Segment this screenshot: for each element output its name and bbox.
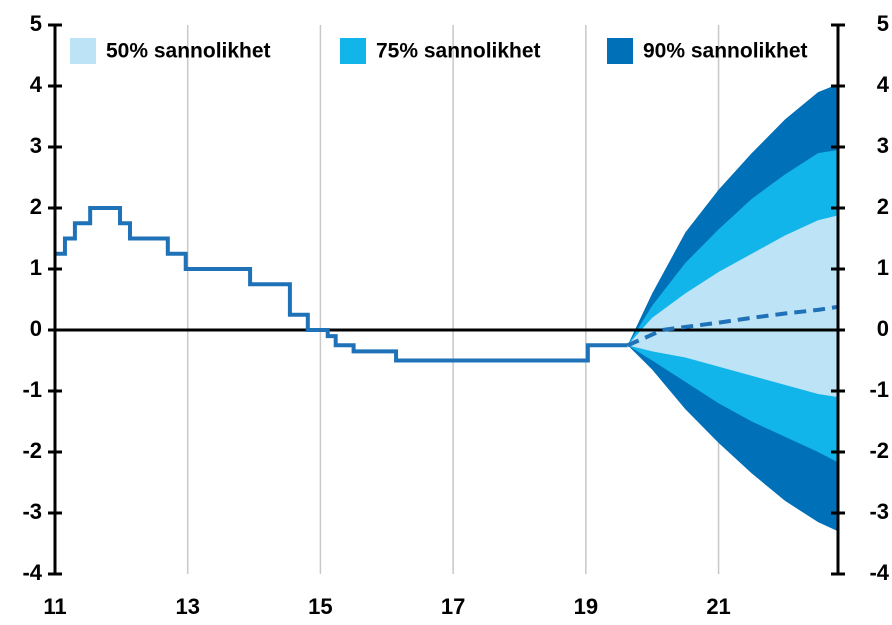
legend-label: 50% sannolikhet xyxy=(106,40,271,63)
x-tick-label: 17 xyxy=(441,594,465,619)
x-tick-label: 13 xyxy=(175,594,199,619)
y-tick-label: 0 xyxy=(30,316,42,341)
x-tick-label: 19 xyxy=(574,594,598,619)
y-tick-label: 1 xyxy=(30,255,42,280)
y-tick-label: -2 xyxy=(22,438,42,463)
y-tick-label: -1 xyxy=(22,377,42,402)
y2-tick-label: 1 xyxy=(877,255,889,280)
legend-label: 90% sannolikhet xyxy=(643,40,808,63)
x-tick-label: 11 xyxy=(43,594,66,619)
y2-tick-label: 0 xyxy=(877,316,889,341)
y2-tick-label: -1 xyxy=(869,377,889,402)
x-tick-label: 21 xyxy=(706,594,730,619)
y2-tick-label: 2 xyxy=(877,194,889,219)
y2-tick-label: 4 xyxy=(877,72,890,97)
legend-label: 75% sannolikhet xyxy=(376,40,541,63)
step-line xyxy=(55,206,628,363)
y-tick-label: 2 xyxy=(30,194,42,219)
legend-swatch xyxy=(340,38,366,64)
x-tick-label: 15 xyxy=(308,594,332,619)
y2-tick-label: -3 xyxy=(869,499,889,524)
y2-tick-label: -4 xyxy=(869,560,889,585)
legend-swatch xyxy=(607,38,633,64)
fan-band xyxy=(627,215,838,398)
y-tick-label: 4 xyxy=(30,72,43,97)
y2-tick-label: -2 xyxy=(869,438,889,463)
y-tick-label: 3 xyxy=(30,133,42,158)
y-tick-label: -3 xyxy=(22,499,42,524)
legend-swatch xyxy=(70,38,96,64)
y-tick-label: -4 xyxy=(22,560,42,585)
y-tick-label: 5 xyxy=(30,11,42,36)
y2-tick-label: 3 xyxy=(877,133,889,158)
forecast-line xyxy=(626,304,839,348)
y2-tick-label: 5 xyxy=(877,11,889,36)
